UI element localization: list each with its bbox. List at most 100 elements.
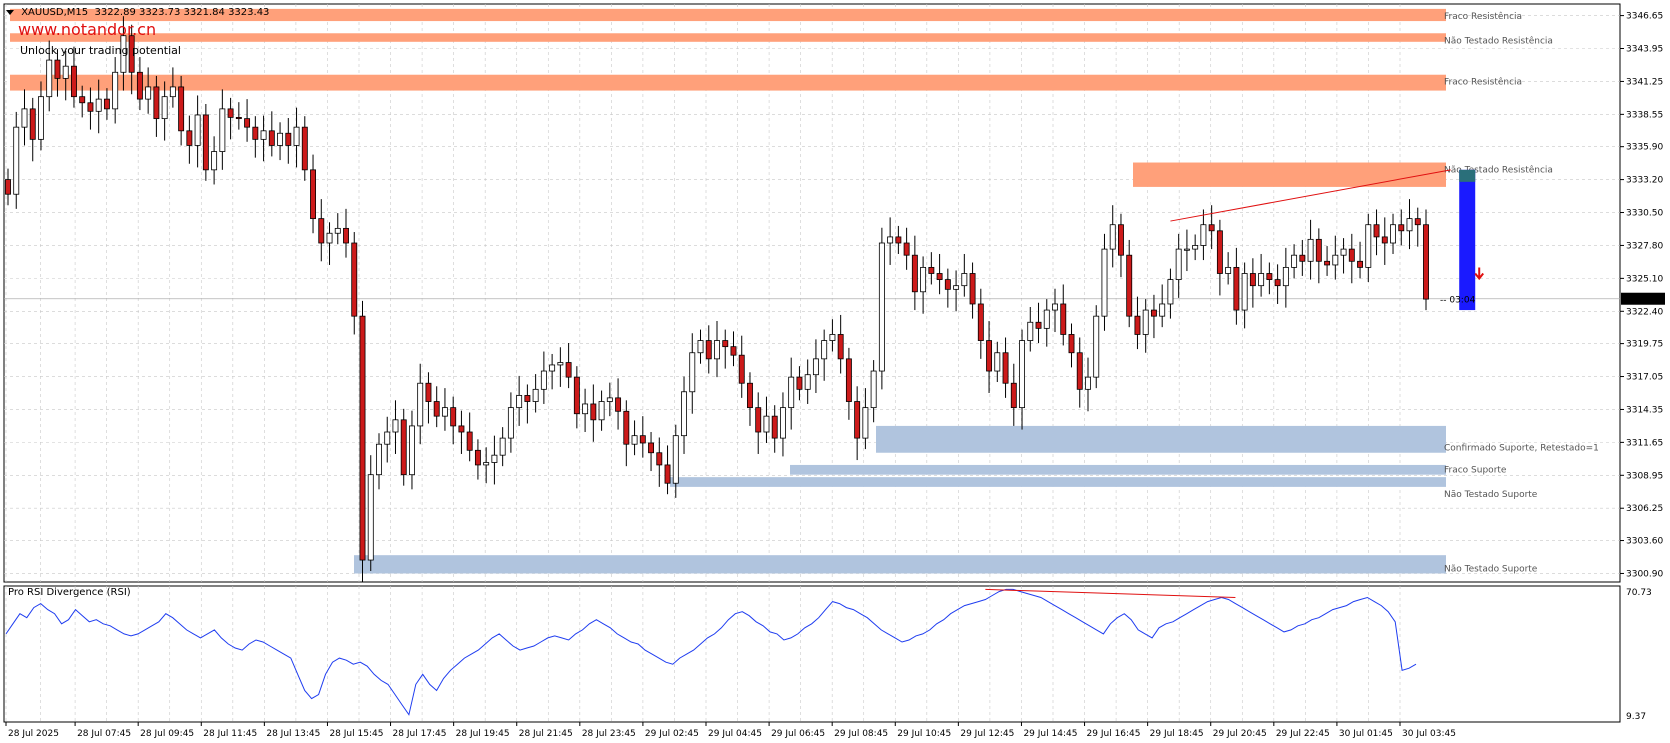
bear-candle [136,71,143,100]
support-zone [876,425,1446,453]
bear-candle [178,86,185,132]
bull-candle [812,358,819,376]
bull-candle [887,236,894,244]
bull-candle [194,114,201,146]
bear-candle [977,303,984,341]
time-tick-label: 29 Jul 08:45 [834,729,888,739]
bull-candle [920,266,927,293]
bear-candle [450,407,457,427]
bear-candle [1266,273,1273,280]
bear-candle [936,273,943,280]
bear-candle [79,96,86,104]
bull-candle [95,98,102,112]
bull-candle [763,415,770,433]
bull-candle [499,437,506,456]
collapse-triangle-icon[interactable] [6,9,14,15]
candle-timer: -- 03:04 [1440,296,1476,306]
bear-candle [351,242,358,317]
bull-candle [145,86,152,100]
support-zone [790,464,1446,475]
bear-candle [705,340,712,360]
signal-box-top [1459,169,1476,182]
bull-candle [1175,248,1182,280]
bull-candle [161,96,168,120]
bull-candle [392,419,399,433]
price-tick-label: 3311.65 [1626,438,1663,448]
bull-candle [367,474,374,561]
bull-candle [219,108,226,152]
bear-candle [458,425,465,433]
bear-candle [1134,315,1141,335]
support-zone-label: Não Testado Suporte [1444,490,1538,500]
bear-candle [252,126,259,140]
rsi-indicator-title: Pro RSI Divergence (RSI) [8,587,131,598]
watermark-tagline: Unlock your trading potential [20,44,181,57]
bear-candle [796,376,803,390]
bull-candle [549,364,556,372]
resistance-zone-label: Fraco Resistência [1444,77,1522,88]
bull-candle [409,425,415,476]
current-price-label: 3323.43 [1626,295,1663,305]
bear-candle [202,114,209,171]
bear-candle [425,382,432,402]
bull-candle [862,407,869,439]
bull-candle [1406,218,1413,232]
bear-candle [903,242,910,256]
time-tick-label: 28 Jul 09:45 [140,729,194,739]
bear-candle [837,334,844,360]
bear-candle [845,358,852,402]
time-tick-label: 30 Jul 03:45 [1402,729,1456,739]
bull-candle [1019,340,1025,409]
price-tick-label: 3308.95 [1626,471,1663,481]
bear-candle [1414,218,1421,226]
bear-candle [1373,224,1380,238]
bear-candle [153,86,160,120]
bull-candle [1159,303,1166,317]
bull-candle [878,242,885,372]
bear-candle [244,118,251,128]
bull-candle [483,462,490,466]
rsi-tick-label: 9.37 [1626,712,1646,722]
bull-candle [441,407,448,417]
bull-candle [779,407,786,439]
time-tick-label: 29 Jul 04:45 [708,729,762,739]
price-panel [3,3,1621,583]
bull-candle [293,126,300,146]
bear-candle [623,410,630,445]
bear-candle [590,403,597,421]
bull-candle [1052,303,1058,311]
resistance-zone [1133,162,1446,187]
bear-candle [573,376,580,415]
time-tick-label: 28 Jul 2025 [8,729,59,739]
current-price-badge [1621,292,1665,305]
bull-candle [1390,224,1396,244]
bear-candle [1398,224,1405,232]
time-tick-label: 28 Jul 15:45 [329,729,383,739]
bull-candle [1142,309,1149,335]
time-tick-label: 29 Jul 18:45 [1150,729,1204,739]
support-zone [354,555,1446,574]
bull-candle [689,352,696,393]
price-tick-label: 3346.65 [1626,12,1663,22]
price-tick-label: 3319.75 [1626,340,1663,350]
bull-candle [260,130,267,140]
bull-candle [1258,273,1265,287]
bear-candle [524,395,531,402]
bull-candle [672,435,679,484]
price-tick-label: 3306.25 [1626,504,1663,514]
price-tick-label: 3325.10 [1626,274,1663,284]
price-tick-label: 3333.20 [1626,176,1663,186]
bear-candle [648,442,655,454]
bear-candle [1423,224,1429,300]
rsi-tick-label: 70.73 [1626,588,1652,598]
bull-candle [507,407,514,439]
price-tick-label: 3314.35 [1626,405,1663,415]
time-tick-label: 29 Jul 14:45 [1023,729,1077,739]
resistance-zone [10,33,1446,42]
bull-candle [606,397,613,402]
bear-candle [1348,248,1355,262]
time-tick-label: 28 Jul 19:45 [456,729,510,739]
bear-candle [1315,238,1322,262]
bear-candle [911,254,918,293]
price-divergence-line [1170,169,1451,222]
